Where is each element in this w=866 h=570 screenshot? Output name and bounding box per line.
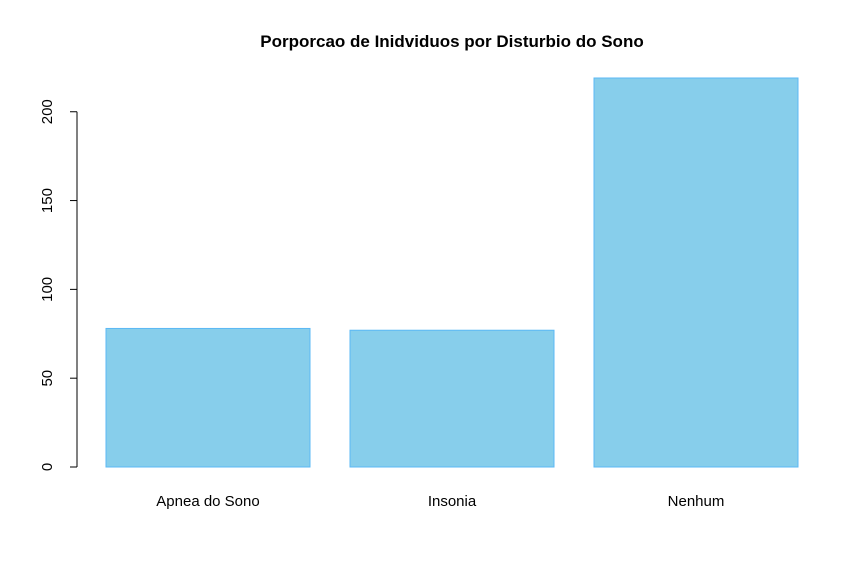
y-tick-label: 0: [39, 463, 56, 471]
bar: [593, 77, 799, 468]
x-axis-labels: Apnea do Sono Insonia Nenhum: [156, 493, 724, 510]
y-tick-label: 200: [39, 99, 56, 124]
bar: [105, 327, 311, 468]
chart-title: Porporcao de Inidviduos por Disturbio do…: [260, 32, 643, 51]
y-tick-label: 50: [39, 370, 56, 387]
bar: [349, 329, 555, 468]
y-tick-label: 100: [39, 277, 56, 302]
x-category-label: Apnea do Sono: [156, 493, 259, 510]
x-category-label: Nenhum: [668, 493, 725, 510]
y-axis: 0 50 100 150 200: [39, 99, 78, 471]
x-category-label: Insonia: [428, 493, 477, 510]
bars-group: [105, 77, 799, 468]
y-tick-label: 150: [39, 188, 56, 213]
